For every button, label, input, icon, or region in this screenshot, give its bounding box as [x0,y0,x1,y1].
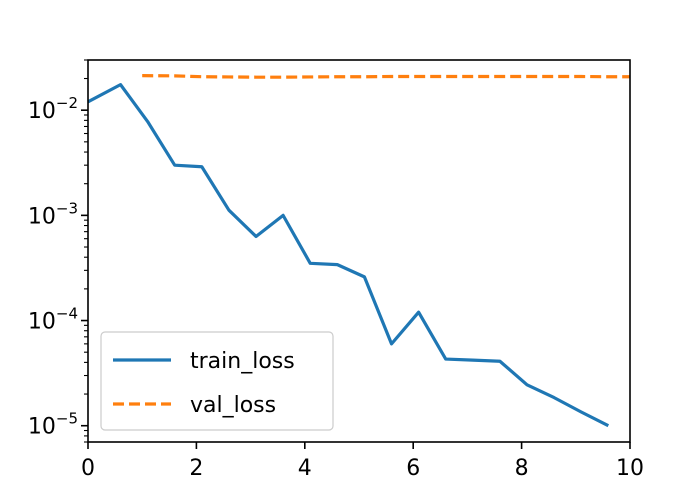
y-tick-base: 10 [28,204,56,229]
x-tick-label: 4 [298,456,312,481]
x-tick-label: 10 [616,456,644,481]
series-line-train-loss [87,83,610,428]
legend-box [100,331,334,431]
x-tick-label: 8 [515,456,529,481]
x-tick-label: 2 [189,456,203,481]
y-tick-exponent: −2 [56,94,78,112]
legend-label: train_loss [190,349,295,374]
y-tick-exponent: −3 [56,199,78,217]
y-tick-label: 10−4 [28,305,78,335]
plot-frame [87,59,631,443]
y-tick-label: 10−3 [28,199,78,229]
y-tick-label: 10−5 [28,410,78,440]
series-line-val-loss [142,74,630,79]
legend-label: val_loss [190,393,276,418]
x-tick-label: 6 [406,456,420,481]
y-tick-label: 10−2 [28,94,78,124]
legend: train_loss val_loss [100,331,334,431]
y-tick-exponent: −4 [56,305,78,323]
y-tick-base: 10 [28,99,56,124]
y-tick-base: 10 [28,310,56,335]
x-tick-label: 0 [81,456,95,481]
y-tick-exponent: −5 [56,410,78,428]
y-tick-base: 10 [28,415,56,440]
